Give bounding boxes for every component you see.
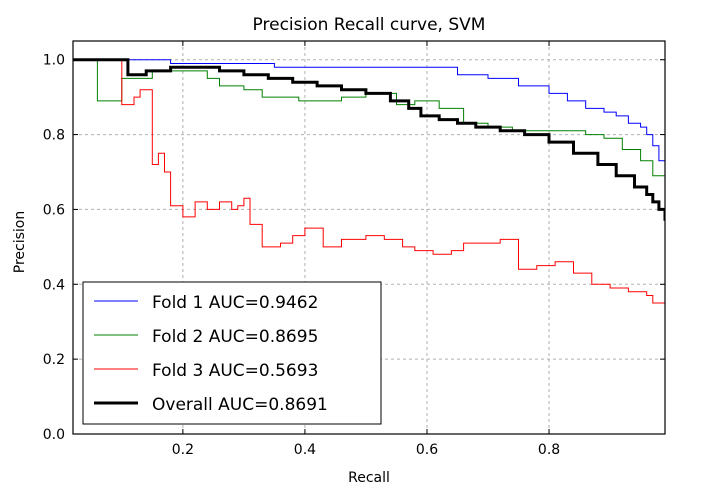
plot-frame <box>72 40 666 435</box>
legend-entry-2: Fold 2 AUC=0.8695 <box>152 327 318 347</box>
y-tick-label: 0.8 <box>43 128 65 144</box>
x-tick-label: 0.8 <box>538 442 560 458</box>
series-line-4 <box>73 58 665 221</box>
y-tick-label: 0.0 <box>43 427 65 443</box>
legend-box <box>82 281 382 425</box>
legend: Fold 1 AUC=0.9462 Fold 2 AUC=0.8695 Fold 3… <box>82 281 382 425</box>
chart-title: Precision Recall curve, SVM <box>253 15 486 35</box>
y-axis-label: Precision <box>12 211 28 273</box>
legend-entry-4: Overall AUC=0.8691 <box>152 395 328 415</box>
x-axis-label: Recall <box>348 470 390 486</box>
series-line-3 <box>73 59 665 307</box>
x-tick-label: 0.6 <box>416 442 438 458</box>
x-tick-label: 0.2 <box>172 442 194 458</box>
y-tick-label: 0.2 <box>43 352 65 368</box>
series-line-1 <box>73 59 665 180</box>
legend-entry-1: Fold 1 AUC=0.9462 <box>152 293 318 313</box>
series-lines <box>73 58 665 307</box>
y-tick-label: 1.0 <box>43 53 65 69</box>
ticks: 0.2 0.4 0.6 0.8 0.0 0.2 0.4 0.6 0.8 1.0 <box>43 41 665 458</box>
legend-entry-3: Fold 3 AUC=0.5693 <box>152 361 318 381</box>
series-line-2 <box>73 59 665 195</box>
x-tick-label: 0.4 <box>294 442 316 458</box>
y-tick-label: 0.4 <box>43 277 65 293</box>
plot-area <box>73 58 665 307</box>
y-tick-label: 0.6 <box>43 202 65 218</box>
